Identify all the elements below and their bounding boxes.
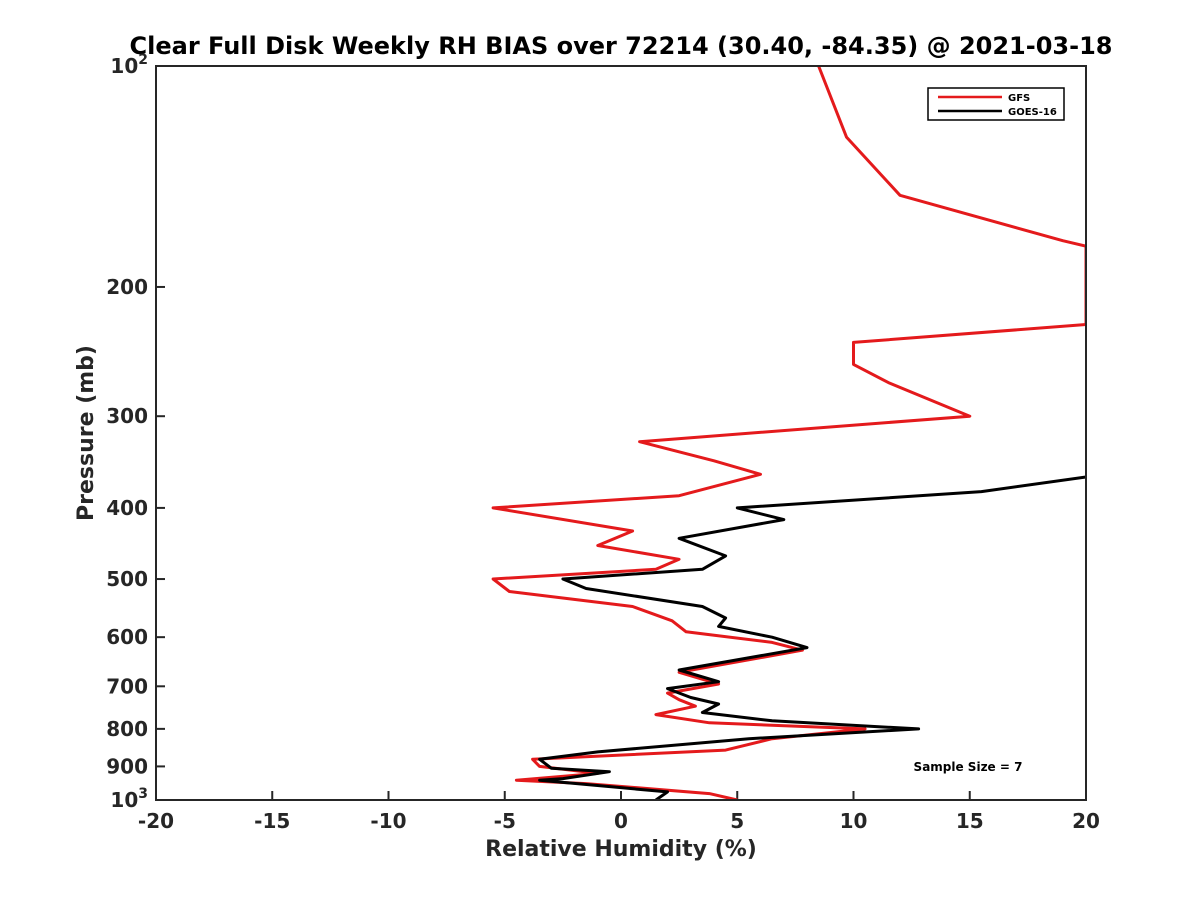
y-tick-label: 500 xyxy=(106,567,148,591)
series-line-gfs xyxy=(491,66,1086,800)
x-axis-ticks: -20 -15 -10 -5 0 5 10 15 20 xyxy=(138,791,1100,833)
y-tick-label: 400 xyxy=(106,496,148,520)
y-tick-label: 900 xyxy=(106,754,148,778)
plot-area-frame xyxy=(155,65,1087,801)
series-line-goes-16 xyxy=(538,475,1086,800)
sample-size-annotation: Sample Size = 7 xyxy=(914,760,1023,774)
y-tick-label: 300 xyxy=(106,404,148,428)
x-tick-label: 0 xyxy=(614,809,628,833)
x-tick-label: 5 xyxy=(730,809,744,833)
y-axis-label: Pressure (mb) xyxy=(74,345,99,521)
x-axis-label: Relative Humidity (%) xyxy=(485,837,757,862)
x-tick-label: -15 xyxy=(254,809,290,833)
y-tick-label: 200 xyxy=(106,275,148,299)
legend: GFS GOES-16 xyxy=(927,87,1065,121)
legend-box xyxy=(927,87,1065,121)
x-tick-label: -10 xyxy=(370,809,406,833)
y-tick-label: 800 xyxy=(106,717,148,741)
chart-title: Clear Full Disk Weekly RH BIAS over 7221… xyxy=(130,32,1113,60)
series-layer xyxy=(491,66,1086,800)
x-tick-label: 15 xyxy=(956,809,984,833)
legend-label: GFS xyxy=(1008,93,1030,104)
y-tick-label: 700 xyxy=(106,674,148,698)
x-tick-label: -20 xyxy=(138,809,174,833)
x-tick-label: 10 xyxy=(840,809,868,833)
x-tick-label: 20 xyxy=(1072,809,1100,833)
y-axis-ticks: 102 200 300 400 500 600 700 800 900 103 xyxy=(106,52,165,812)
y-tick-label: 103 xyxy=(110,786,148,812)
x-tick-label: -5 xyxy=(494,809,516,833)
y-tick-label: 600 xyxy=(106,625,148,649)
legend-label: GOES-16 xyxy=(1008,107,1057,118)
y-tick-label: 102 xyxy=(110,52,148,78)
